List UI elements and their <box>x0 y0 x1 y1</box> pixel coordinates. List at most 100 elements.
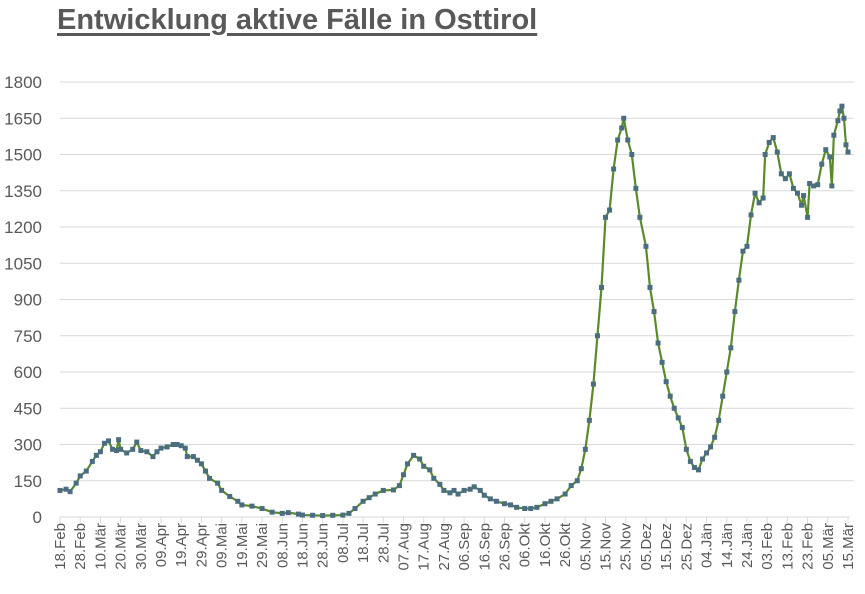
y-tick-label: 300 <box>14 436 42 455</box>
data-point <box>396 483 402 489</box>
data-point <box>582 446 588 452</box>
x-tick-label: 15.Nov <box>598 523 615 571</box>
x-tick-label: 06.Okt <box>517 522 534 567</box>
data-point <box>380 487 386 493</box>
x-tick-label: 06.Sep <box>456 523 473 571</box>
data-point <box>178 443 184 449</box>
data-point <box>299 512 305 518</box>
x-tick-label: 29.Mai <box>254 523 271 568</box>
data-point <box>279 510 285 516</box>
data-point <box>744 243 750 249</box>
x-tick-label: 24.Jän <box>739 523 756 568</box>
data-point <box>118 446 124 452</box>
x-tick-label: 09.Apr <box>153 523 170 567</box>
data-point <box>720 393 726 399</box>
y-tick-label: 1200 <box>4 218 42 237</box>
data-point <box>578 466 584 472</box>
data-point <box>447 490 453 496</box>
y-tick-label: 900 <box>14 291 42 310</box>
x-tick-label: 28.Jul <box>375 523 392 563</box>
x-tick-label: 18.Jul <box>355 523 372 563</box>
x-tick-label: 07.Aug <box>395 523 412 571</box>
data-point <box>760 195 766 201</box>
data-point <box>841 115 847 121</box>
data-point <box>732 309 738 315</box>
data-point <box>655 340 661 346</box>
data-point <box>835 118 841 124</box>
data-point <box>427 467 433 473</box>
data-point <box>695 467 701 473</box>
data-point <box>778 171 784 177</box>
data-point <box>790 185 796 191</box>
data-point <box>441 487 447 493</box>
data-point <box>184 454 190 460</box>
data-point <box>829 183 835 189</box>
x-tick-label: 27.Aug <box>436 523 453 571</box>
data-point <box>150 454 156 460</box>
data-point <box>170 442 176 447</box>
data-point <box>101 440 107 446</box>
data-point <box>574 478 580 484</box>
x-tick-label: 30.Mär <box>133 523 150 570</box>
data-point <box>417 456 423 462</box>
data-point <box>562 491 568 497</box>
data-point <box>675 415 681 421</box>
data-point <box>239 502 245 508</box>
data-point <box>340 512 346 518</box>
data-point <box>774 149 780 155</box>
data-point <box>542 501 548 507</box>
x-tick-label: 16.Sep <box>476 523 493 571</box>
data-point <box>794 190 800 196</box>
data-point <box>603 214 609 220</box>
data-point <box>724 369 730 375</box>
data-point <box>823 147 829 153</box>
data-point <box>568 483 574 489</box>
data-point <box>843 142 849 148</box>
x-tick-label: 04.Jän <box>699 523 716 568</box>
data-point <box>782 176 788 182</box>
data-point <box>548 498 554 504</box>
data-point <box>831 132 837 138</box>
data-point <box>198 461 204 467</box>
data-point <box>805 214 811 220</box>
data-point <box>827 154 833 160</box>
data-point <box>643 243 649 249</box>
x-tick-label: 26.Okt <box>557 522 574 567</box>
data-point <box>455 491 461 497</box>
data-point <box>360 498 366 504</box>
data-point <box>659 359 665 365</box>
x-tick-label: 29.Apr <box>193 523 210 567</box>
data-point <box>174 442 180 447</box>
data-point <box>683 446 689 452</box>
y-tick-label: 1800 <box>4 73 42 92</box>
data-point <box>471 484 477 490</box>
data-point <box>845 149 851 155</box>
data-point <box>594 333 600 339</box>
y-tick-label: 1350 <box>4 182 42 201</box>
x-tick-label: 26.Sep <box>497 523 514 571</box>
data-point <box>700 456 706 462</box>
data-point <box>451 487 457 493</box>
data-point <box>748 212 754 218</box>
data-point <box>786 171 792 177</box>
data-point <box>522 506 528 512</box>
data-point <box>637 214 643 220</box>
data-point <box>621 115 627 121</box>
data-point <box>687 458 693 464</box>
data-point <box>756 200 762 206</box>
x-tick-label: 16.Okt <box>537 522 554 567</box>
data-point <box>811 183 817 189</box>
data-point <box>372 491 378 497</box>
x-tick-label: 13.Feb <box>779 523 796 570</box>
data-point <box>285 510 291 516</box>
data-point <box>752 190 758 196</box>
data-point <box>815 182 821 188</box>
data-point <box>502 501 508 507</box>
data-point <box>114 448 120 454</box>
data-point <box>477 487 483 493</box>
data-point <box>352 506 358 512</box>
data-point <box>310 512 316 518</box>
y-tick-label: 1650 <box>4 109 42 128</box>
x-tick-label: 05.Mär <box>820 523 837 570</box>
data-point <box>164 444 170 450</box>
